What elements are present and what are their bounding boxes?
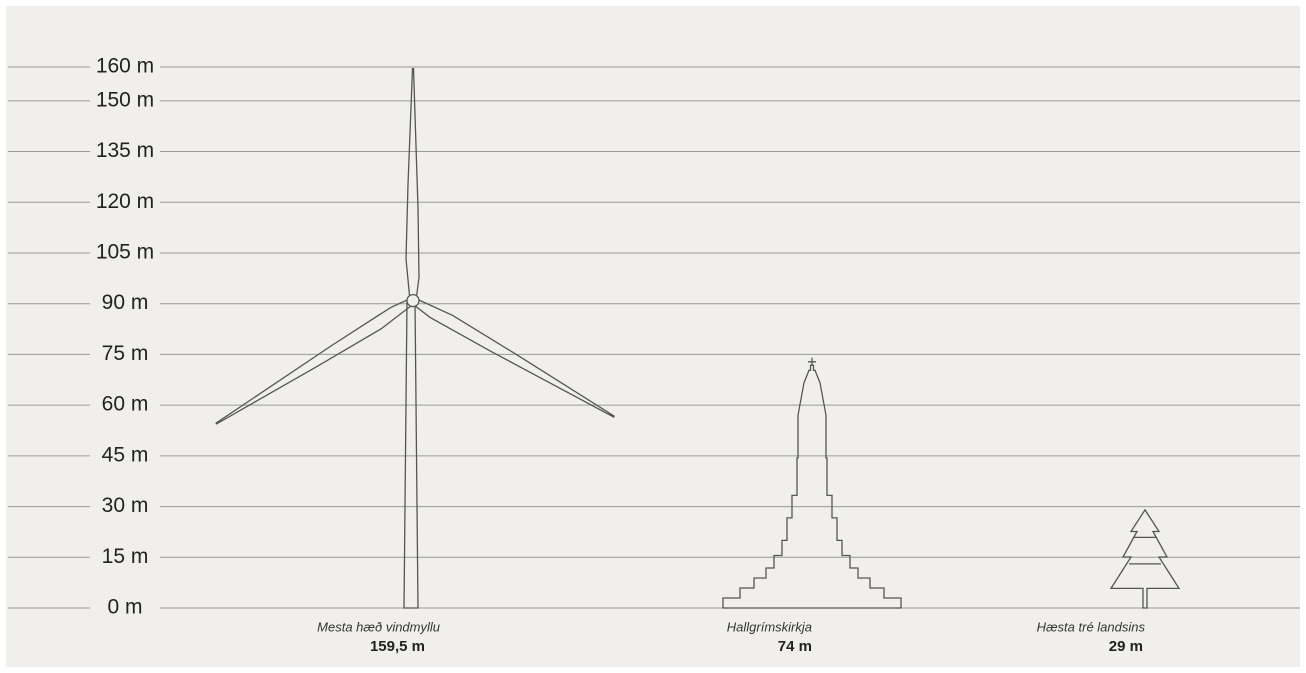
value-label: 29 m	[1109, 638, 1143, 655]
background	[6, 6, 1300, 667]
item-name: Mesta hæð vindmyllu	[317, 619, 440, 634]
y-tick-label: 150 m	[96, 88, 154, 111]
y-tick-label: 105 m	[96, 241, 154, 264]
y-tick-label: 0 m	[107, 596, 142, 619]
y-tick-label: 135 m	[96, 139, 154, 162]
y-tick-label: 120 m	[96, 190, 154, 213]
windmill-hub	[407, 295, 419, 307]
chart: 0 m 15 m 30 m 45 m 60 m 75 m 90 m 105 m 120 m 135…	[0, 0, 1306, 673]
y-tick-label: 90 m	[102, 291, 149, 314]
y-tick-label: 15 m	[102, 545, 149, 568]
y-tick-label: 45 m	[102, 443, 149, 466]
y-tick-label: 30 m	[102, 494, 149, 517]
y-tick-label: 160 m	[96, 55, 154, 78]
value-label: 74 m	[778, 638, 812, 655]
value-label: 159,5 m	[370, 638, 425, 655]
item-name: Hæsta tré landsins	[1037, 619, 1146, 634]
y-tick-label: 60 m	[102, 393, 149, 416]
item-name: Hallgrímskirkja	[727, 619, 812, 634]
y-tick-label: 75 m	[102, 342, 149, 365]
